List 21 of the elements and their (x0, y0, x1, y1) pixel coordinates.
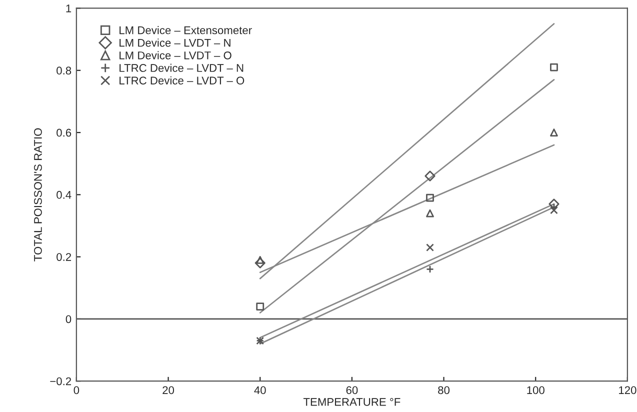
x-tick-label: 0 (74, 386, 80, 394)
x-tick-label: 100 (527, 386, 544, 394)
x-tick-label: 80 (438, 386, 450, 394)
y-tick-label: 0.6 (56, 128, 72, 137)
y-tick-label: 0.4 (56, 190, 72, 199)
x-tick-label: 60 (346, 386, 358, 394)
legend-label: LTRC Device – LVDT – O (120, 76, 244, 84)
y-axis-title: TOTAL POISSON'S RATIO (34, 128, 42, 262)
y-tick-label: 1 (66, 4, 72, 12)
legend-label: LM Device – Extensometer (120, 26, 252, 34)
legend-label: LTRC Device – LVDT – N (120, 64, 244, 72)
legend-label: LM Device – LVDT – O (120, 51, 232, 60)
y-tick-label: −0.2 (50, 377, 72, 386)
y-tick-label: 0.8 (56, 66, 72, 75)
y-tick-label: 0 (66, 315, 72, 324)
x-tick-label: 20 (162, 386, 174, 394)
x-tick-label: 40 (254, 386, 266, 394)
x-axis-title: TEMPERATURE °F (303, 398, 400, 406)
y-tick-label: 0.2 (56, 253, 72, 261)
legend-label: LM Device – LVDT – N (120, 38, 230, 47)
x-tick-label: 120 (619, 386, 636, 394)
